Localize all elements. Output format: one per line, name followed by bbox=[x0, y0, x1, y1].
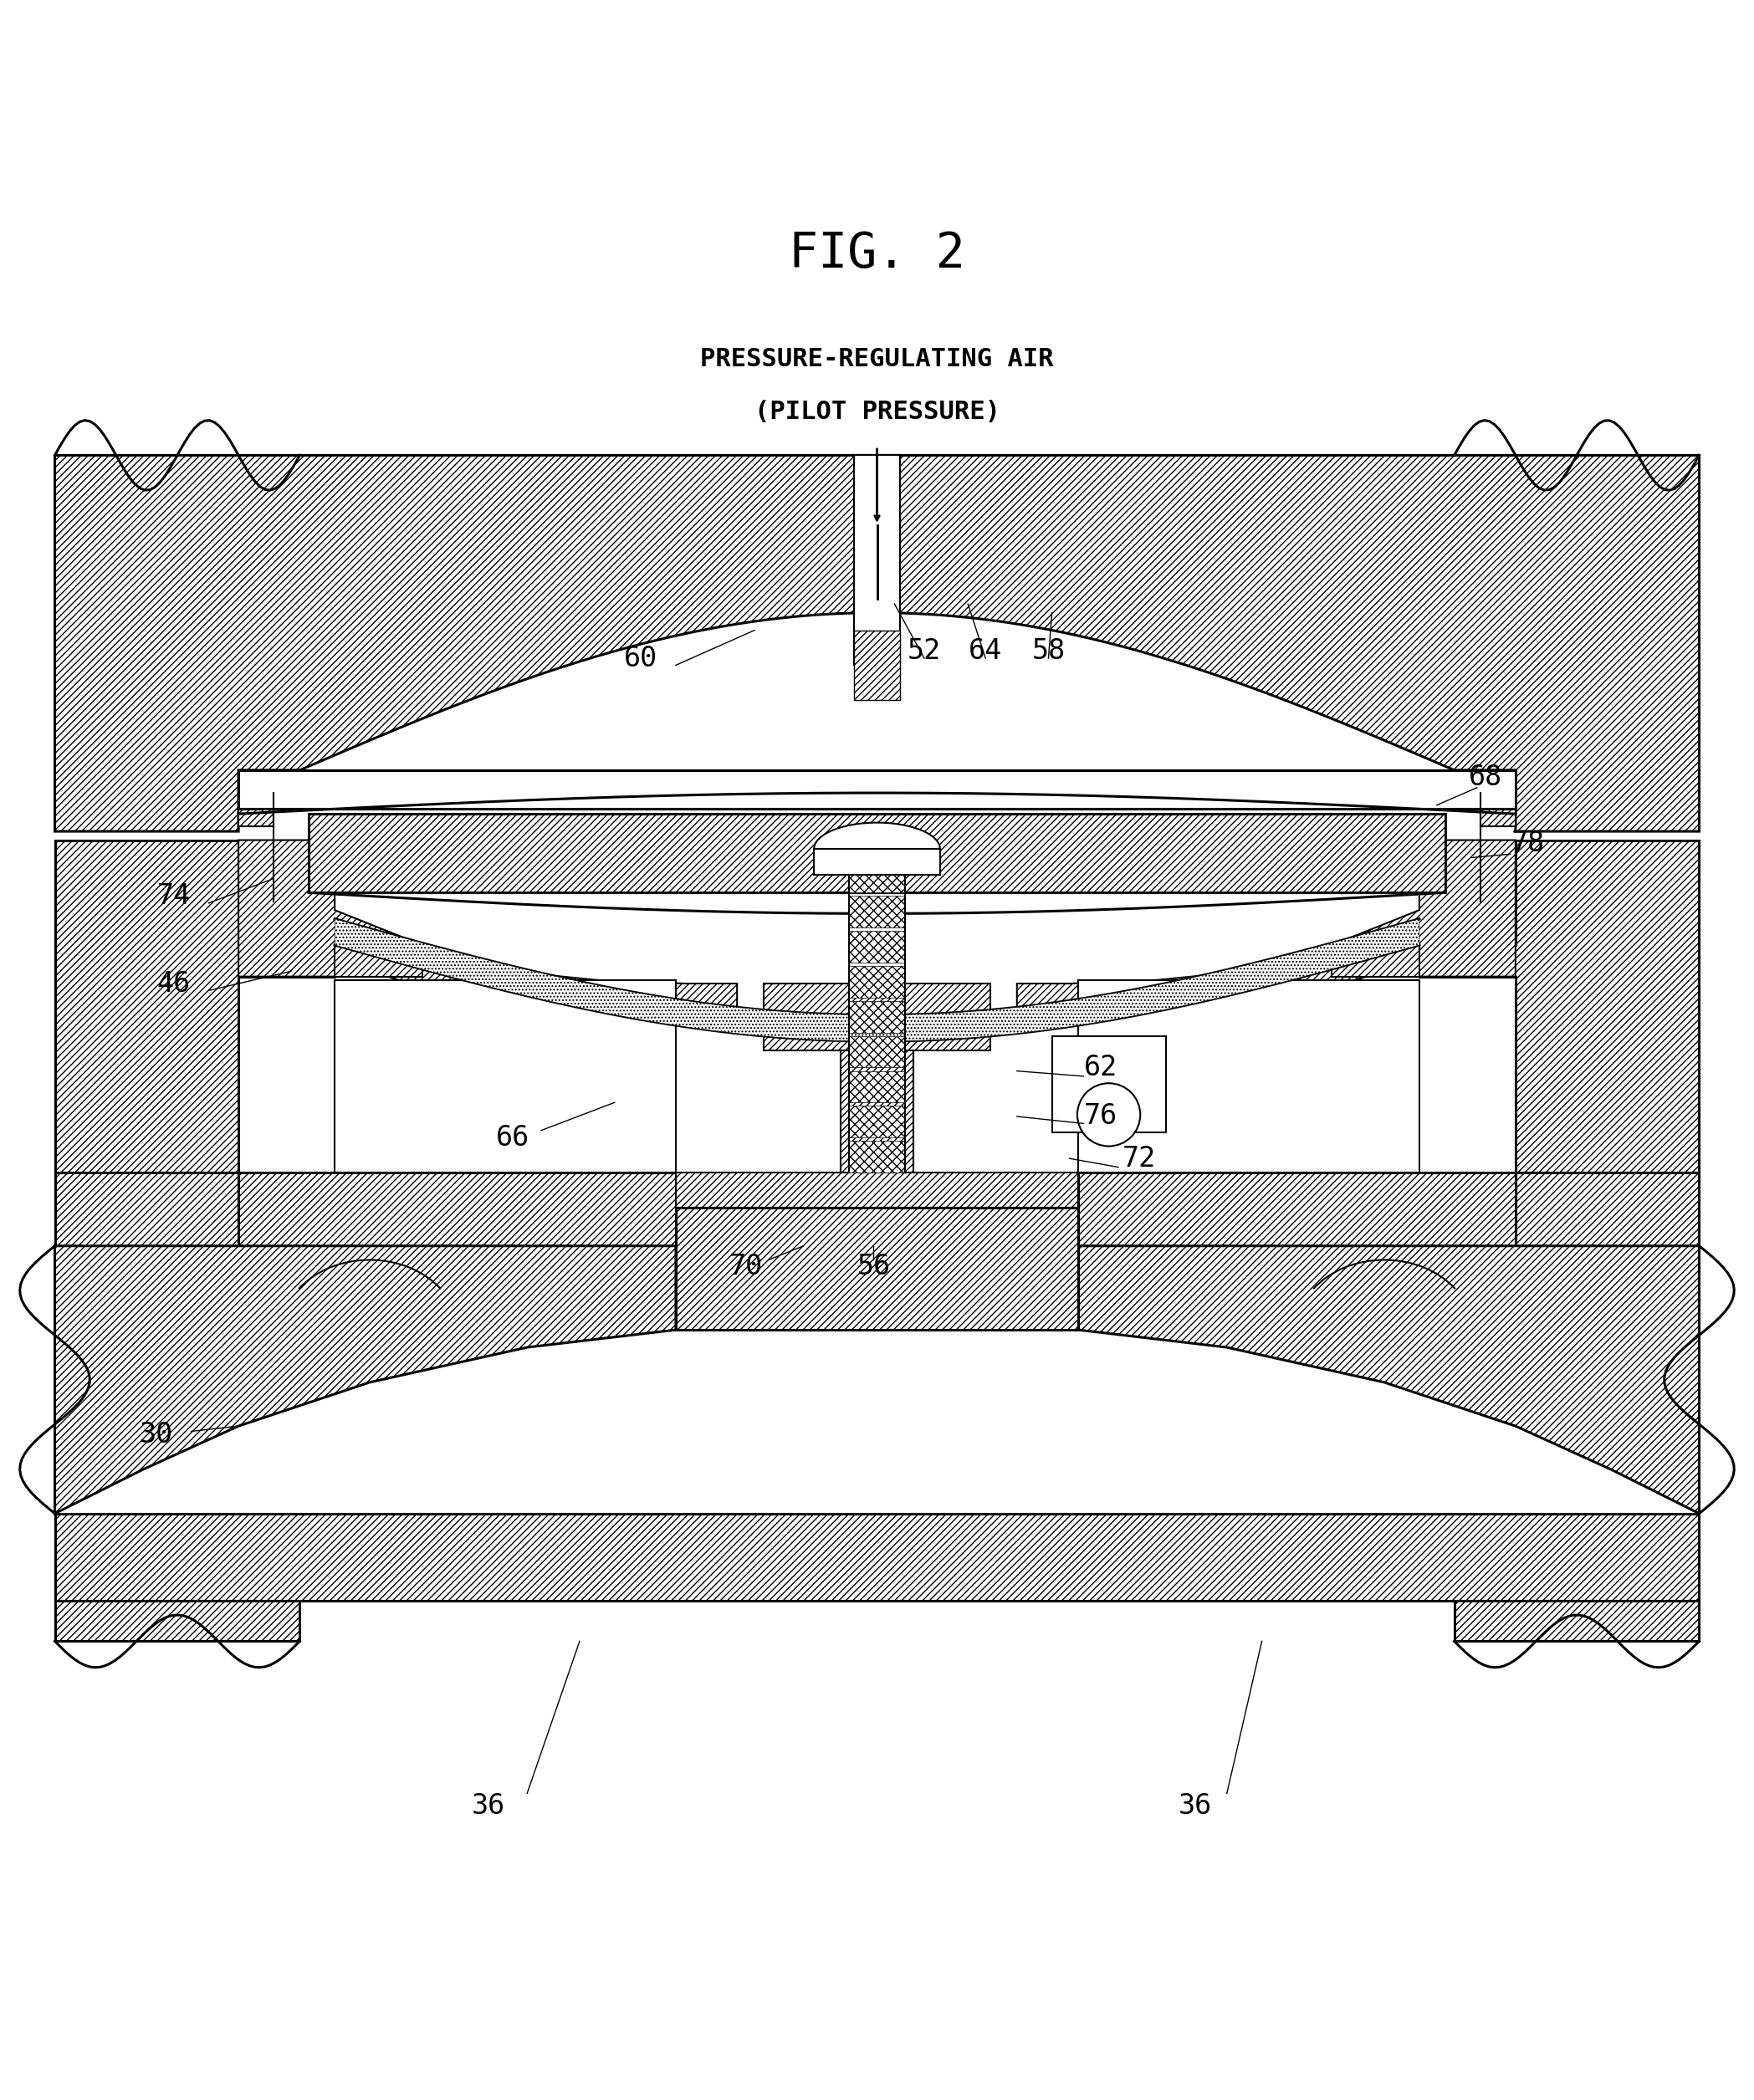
Polygon shape bbox=[1017, 840, 1515, 1014]
Bar bbox=[1052, 1035, 1166, 1132]
Bar bbox=[849, 966, 905, 998]
Polygon shape bbox=[309, 815, 1445, 892]
Bar bbox=[849, 930, 905, 962]
Polygon shape bbox=[1079, 1172, 1515, 1245]
Polygon shape bbox=[239, 1172, 675, 1245]
Polygon shape bbox=[798, 1191, 956, 1260]
Polygon shape bbox=[1331, 945, 1419, 977]
Bar bbox=[239, 771, 1515, 809]
Text: 52: 52 bbox=[907, 638, 942, 666]
Polygon shape bbox=[1454, 1600, 1700, 1642]
Polygon shape bbox=[335, 981, 675, 1172]
Bar bbox=[849, 1140, 905, 1172]
Text: 70: 70 bbox=[730, 1254, 763, 1281]
Text: 46: 46 bbox=[156, 970, 191, 998]
Text: PRESSURE-REGULATING AIR: PRESSURE-REGULATING AIR bbox=[700, 346, 1054, 372]
Polygon shape bbox=[335, 920, 1419, 1042]
Polygon shape bbox=[675, 1208, 1079, 1329]
Polygon shape bbox=[1515, 1172, 1700, 1245]
Polygon shape bbox=[1079, 981, 1419, 1172]
Text: 76: 76 bbox=[1084, 1103, 1117, 1130]
Bar bbox=[849, 1107, 905, 1138]
Polygon shape bbox=[1419, 840, 1700, 1172]
Bar bbox=[849, 897, 905, 928]
Text: 56: 56 bbox=[856, 1254, 891, 1281]
Bar bbox=[849, 861, 905, 892]
Polygon shape bbox=[1454, 771, 1515, 825]
Polygon shape bbox=[54, 1600, 300, 1642]
Circle shape bbox=[1077, 1084, 1140, 1147]
Bar bbox=[814, 848, 940, 876]
Bar bbox=[849, 1071, 905, 1103]
Polygon shape bbox=[1079, 1245, 1700, 1514]
Text: 62: 62 bbox=[1084, 1054, 1117, 1082]
Polygon shape bbox=[239, 771, 300, 825]
Polygon shape bbox=[54, 1172, 239, 1245]
Text: (PILOT PRESSURE): (PILOT PRESSURE) bbox=[754, 399, 1000, 424]
Bar bbox=[849, 1002, 905, 1033]
Polygon shape bbox=[335, 945, 423, 977]
Text: 30: 30 bbox=[139, 1422, 174, 1449]
Bar bbox=[854, 456, 900, 666]
Text: 72: 72 bbox=[1123, 1145, 1156, 1172]
Polygon shape bbox=[54, 1514, 1700, 1600]
Text: 74: 74 bbox=[156, 882, 191, 909]
Text: 58: 58 bbox=[1031, 638, 1065, 666]
Polygon shape bbox=[54, 456, 1700, 832]
Polygon shape bbox=[54, 1245, 675, 1514]
Bar bbox=[854, 630, 900, 699]
Text: 64: 64 bbox=[968, 638, 1002, 666]
Polygon shape bbox=[239, 796, 274, 825]
Bar bbox=[849, 1035, 905, 1067]
Text: 78: 78 bbox=[1510, 830, 1545, 857]
Polygon shape bbox=[840, 1050, 914, 1191]
Text: 36: 36 bbox=[1179, 1791, 1212, 1819]
Text: 66: 66 bbox=[496, 1124, 530, 1151]
Polygon shape bbox=[763, 983, 991, 1050]
Polygon shape bbox=[54, 840, 335, 1172]
Text: 60: 60 bbox=[624, 645, 658, 672]
Polygon shape bbox=[239, 840, 737, 1014]
Text: 36: 36 bbox=[472, 1791, 505, 1819]
Polygon shape bbox=[675, 1172, 1079, 1208]
Text: 68: 68 bbox=[1468, 762, 1503, 792]
Text: FIG. 2: FIG. 2 bbox=[789, 231, 965, 277]
Polygon shape bbox=[1480, 796, 1515, 825]
